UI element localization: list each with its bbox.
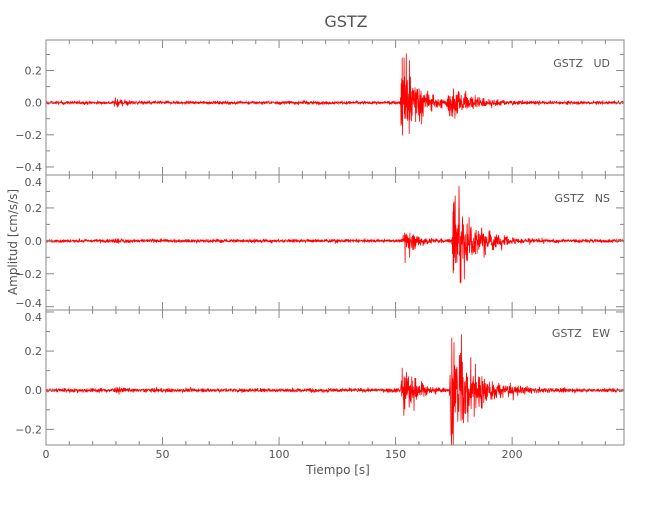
x-tick-label: 50	[156, 448, 170, 461]
y-tick-label: −0.2	[15, 423, 42, 436]
x-axis-label: Tiempo [s]	[305, 463, 370, 477]
y-tick-label: −0.2	[15, 129, 42, 142]
y-tick-label: 0.2	[25, 345, 43, 358]
chart-title: GSTZ	[324, 12, 367, 31]
panels-group: −0.4 −0.2 0.0 0.2 GSTZ UD −0.4 −0.2 0.0 0.2 0.4 GS…	[15, 39, 625, 461]
panel-label: GSTZ EW	[552, 327, 610, 340]
panel-frame-1	[45, 39, 625, 176]
y-tick-label: −0.2	[15, 268, 42, 281]
panel-frame-3	[45, 309, 625, 446]
y-tick-label: 0.0	[25, 235, 43, 248]
y-tick-label: −0.4	[15, 297, 42, 310]
panel-label: GSTZ UD	[553, 57, 610, 70]
y-tick-label: 0.0	[25, 97, 43, 110]
y-tick-label: 0.0	[25, 384, 43, 397]
x-tick-label: 0	[43, 448, 50, 461]
waveform-2	[45, 185, 625, 284]
waveform-3	[45, 334, 625, 446]
y-axis-label: Amplitud [cm/s/s]	[6, 189, 20, 295]
x-tick-label: 100	[269, 448, 290, 461]
x-tick-label: 150	[385, 448, 406, 461]
y-tick-label: 0.2	[25, 65, 43, 78]
panel-label: GSTZ NS	[555, 192, 610, 205]
x-tick-label: 200	[502, 448, 523, 461]
y-tick-label: −0.4	[15, 161, 42, 174]
y-tick-label: 0.4	[25, 311, 43, 324]
waveform-1	[45, 53, 625, 136]
y-tick-label: 0.4	[25, 176, 43, 189]
y-tick-label: 0.2	[25, 202, 43, 215]
